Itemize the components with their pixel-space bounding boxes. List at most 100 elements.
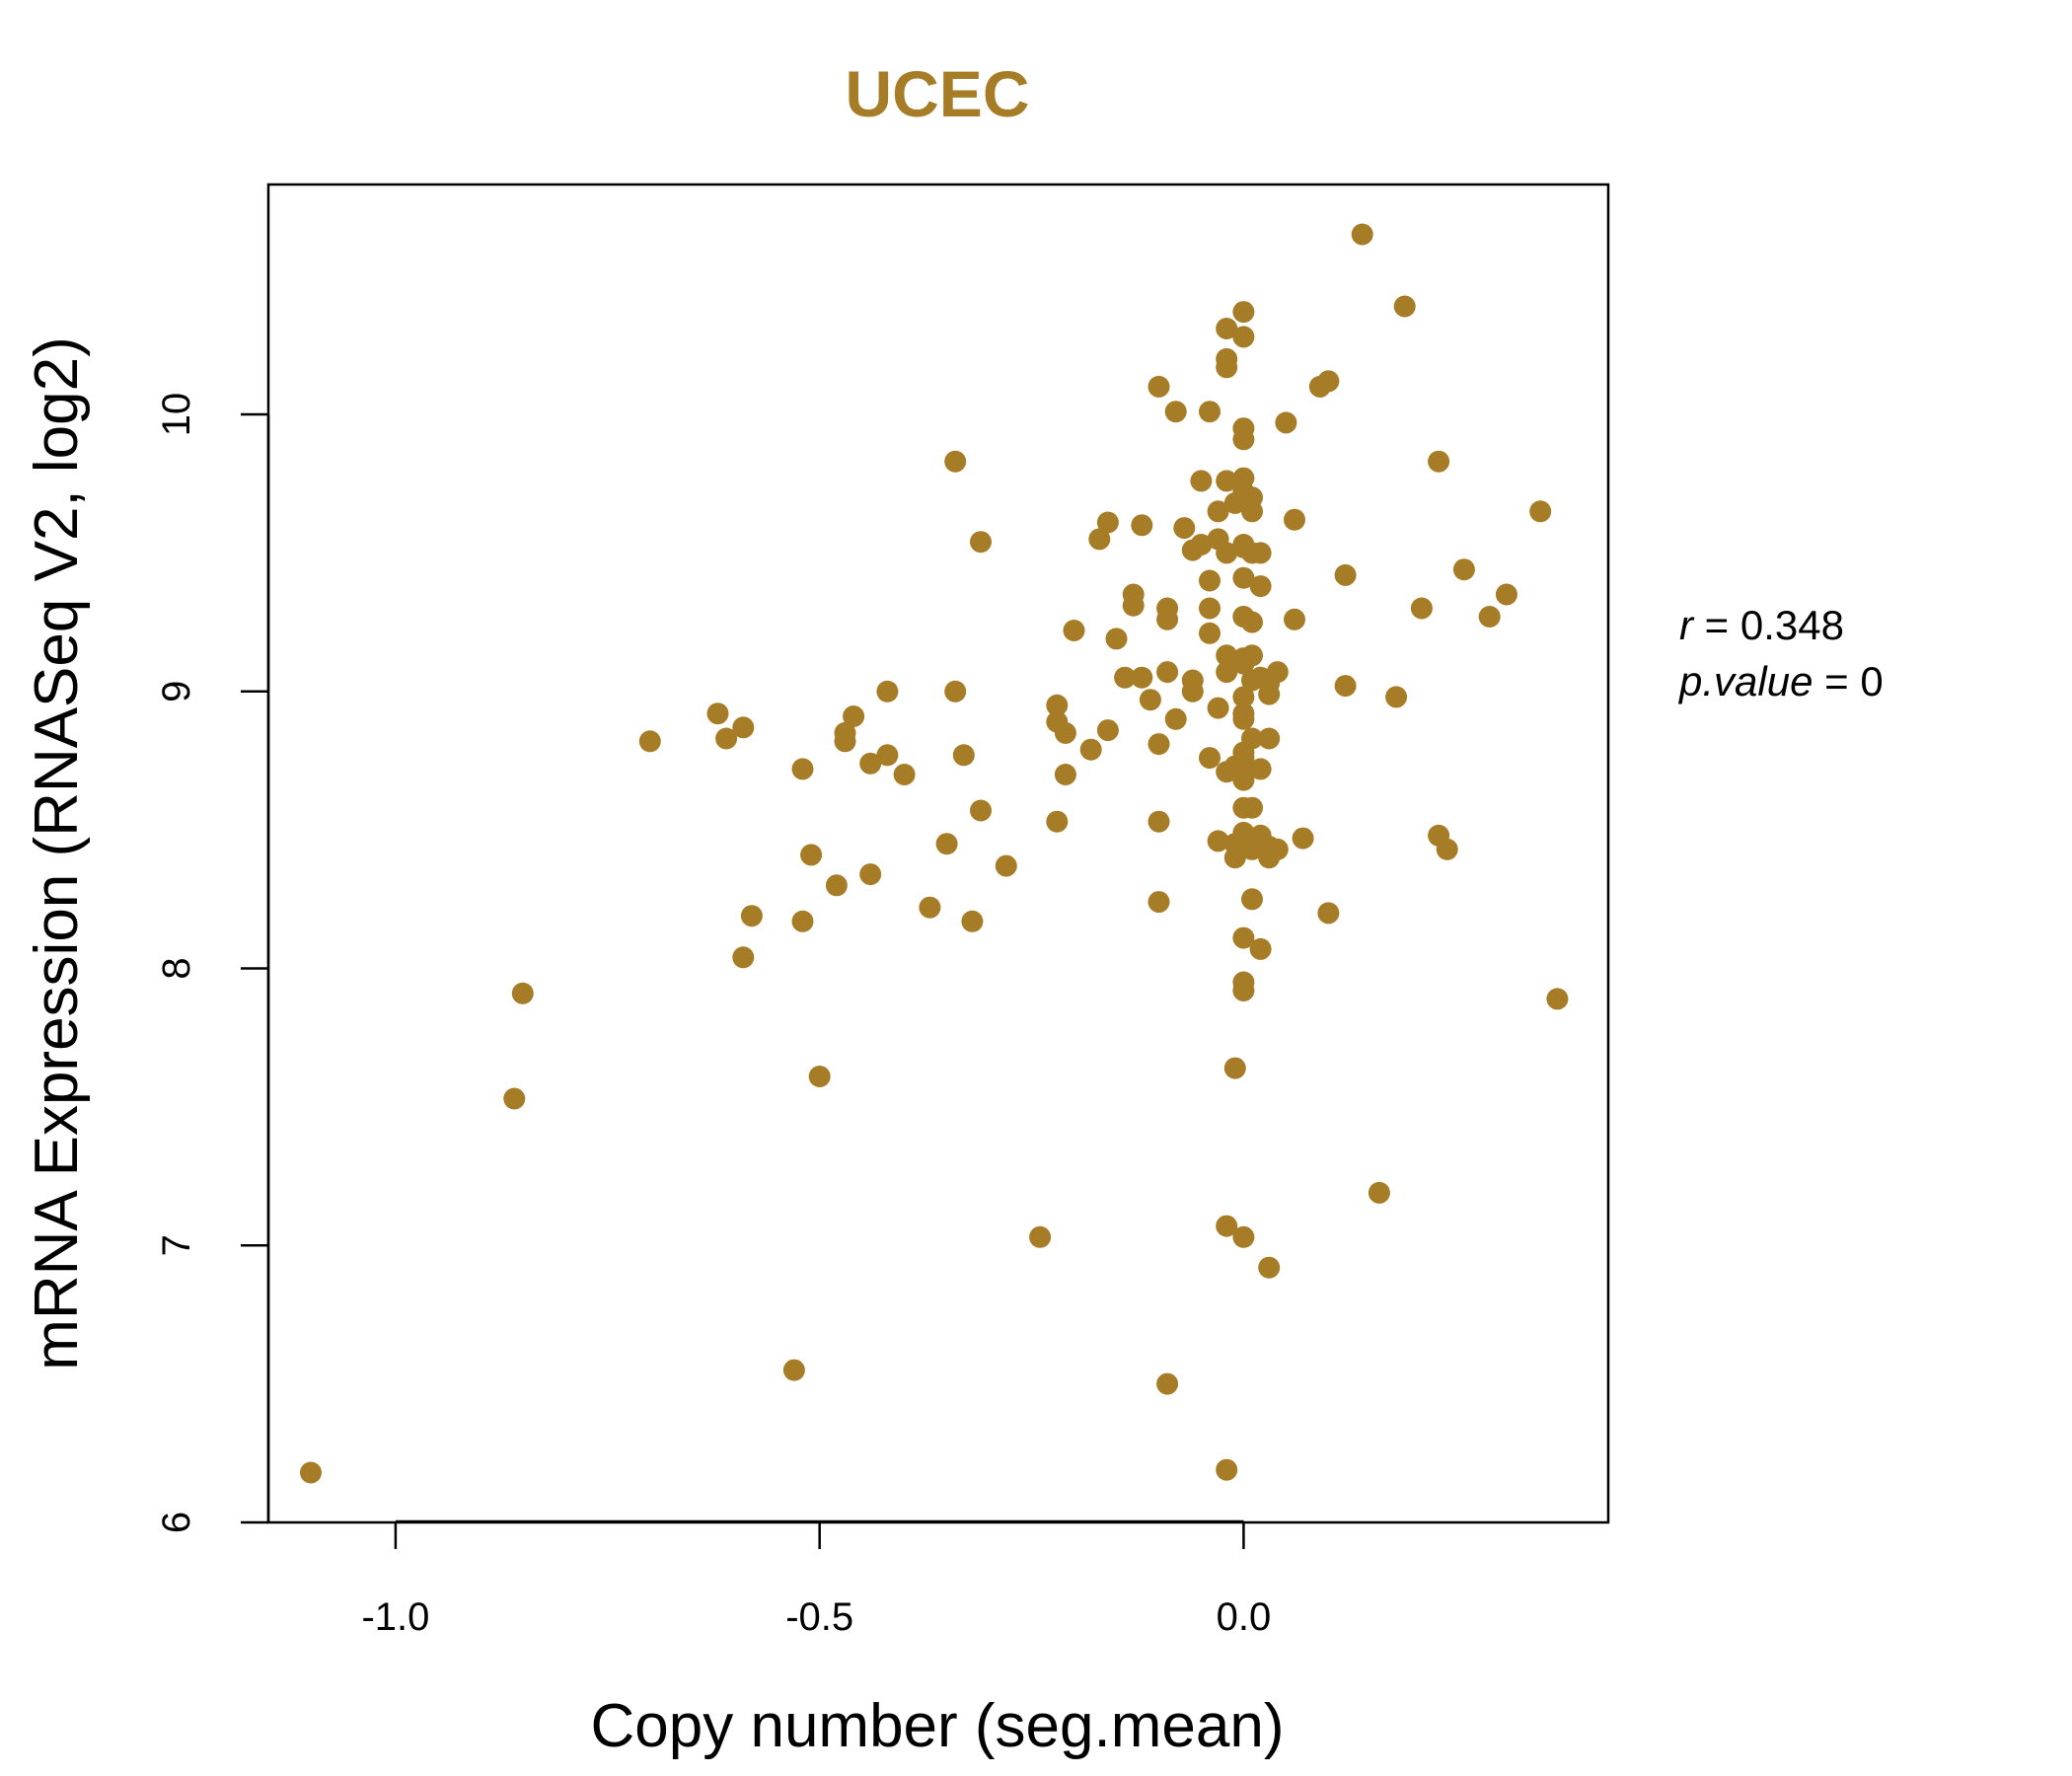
r-value: 0.348 <box>1740 602 1844 648</box>
data-point <box>1385 686 1408 708</box>
data-point <box>1216 318 1238 339</box>
data-point <box>944 680 967 703</box>
chart-title: UCEC <box>845 57 1029 130</box>
data-point <box>1199 569 1221 592</box>
data-point <box>919 896 941 919</box>
data-point <box>1199 622 1221 644</box>
x-tick-label: 0.0 <box>1217 1595 1272 1639</box>
data-point <box>1199 747 1221 770</box>
pvalue-label: p.value = 0 <box>1677 658 1884 704</box>
data-point <box>876 680 899 703</box>
data-point <box>782 1359 805 1381</box>
data-point <box>952 744 975 767</box>
data-point <box>1232 980 1255 1001</box>
data-point <box>1266 838 1289 860</box>
y-tick-label: 8 <box>155 957 198 979</box>
data-point <box>1147 810 1170 833</box>
data-point <box>859 863 882 886</box>
data-point <box>1181 680 1204 703</box>
data-point <box>1351 223 1373 246</box>
points-layer <box>300 223 1569 1484</box>
data-point <box>791 910 814 932</box>
data-point <box>1232 769 1255 791</box>
data-point <box>1241 644 1263 667</box>
data-point <box>1131 514 1153 537</box>
data-point <box>1241 727 1263 750</box>
data-point <box>1317 902 1340 925</box>
data-point <box>1232 686 1255 708</box>
p-symbol: p.value <box>1677 658 1813 704</box>
data-point <box>843 705 865 727</box>
data-point <box>893 764 916 785</box>
data-point <box>834 721 856 744</box>
x-axis: -1.0 -0.5 0.0 <box>361 1519 1272 1639</box>
data-point <box>1223 1057 1246 1079</box>
data-point <box>995 854 1017 877</box>
data-point <box>876 744 899 767</box>
data-point <box>1190 470 1213 492</box>
data-point <box>732 946 755 969</box>
data-point <box>1232 1225 1255 1248</box>
data-point <box>1258 1256 1281 1279</box>
data-point <box>1232 926 1255 949</box>
data-point <box>1284 508 1305 531</box>
data-point <box>1216 347 1238 370</box>
data-point <box>1114 666 1137 689</box>
data-point <box>970 531 992 554</box>
data-point <box>1088 528 1111 551</box>
data-point <box>1258 683 1281 705</box>
data-point <box>1207 830 1229 852</box>
data-point <box>1164 401 1187 423</box>
data-point <box>1393 295 1416 318</box>
data-point <box>1284 608 1305 630</box>
data-point <box>1452 558 1475 581</box>
data-point <box>944 450 967 473</box>
data-point <box>1232 326 1255 348</box>
data-point <box>706 703 729 725</box>
data-point <box>1046 810 1069 833</box>
data-point <box>1232 301 1255 324</box>
data-point <box>1241 500 1263 523</box>
data-point <box>740 905 763 927</box>
data-point <box>1249 758 1272 780</box>
y-tick-label: 7 <box>155 1234 198 1256</box>
plot-frame <box>266 183 1610 1524</box>
correlation-label: r = 0.348 <box>1679 602 1844 648</box>
data-point <box>1216 1458 1238 1481</box>
data-point <box>1079 738 1102 761</box>
data-point <box>808 1066 831 1087</box>
data-point <box>1241 611 1263 633</box>
data-point <box>1216 542 1238 564</box>
data-point <box>1232 707 1255 730</box>
data-point <box>300 1461 322 1484</box>
data-point <box>1147 891 1170 914</box>
data-point <box>1054 764 1076 785</box>
data-point <box>1156 597 1179 620</box>
data-point <box>1046 694 1069 716</box>
r-equals: = <box>1693 602 1740 648</box>
data-point <box>1258 727 1281 750</box>
data-point <box>1232 747 1255 770</box>
p-value: 0 <box>1860 658 1883 704</box>
data-point <box>1368 1181 1390 1204</box>
data-point <box>503 1087 526 1110</box>
data-point <box>638 730 661 753</box>
data-point <box>1029 1225 1052 1248</box>
data-point <box>1199 597 1221 620</box>
data-point <box>1436 838 1458 860</box>
y-axis-title: mRNA Expression (RNASeq V2, log2) <box>23 336 91 1370</box>
data-point <box>1096 511 1119 534</box>
data-point <box>1529 500 1552 523</box>
p-equals: = <box>1813 658 1860 704</box>
x-tick-label: -0.5 <box>785 1595 853 1639</box>
data-point <box>1216 1215 1238 1237</box>
data-point <box>1249 937 1272 960</box>
data-point <box>859 752 882 775</box>
y-tick-label: 9 <box>155 681 198 703</box>
data-point <box>1249 575 1272 598</box>
data-point <box>1164 707 1187 730</box>
data-point <box>1173 517 1196 540</box>
data-point <box>1232 428 1255 451</box>
data-point <box>511 982 534 1004</box>
